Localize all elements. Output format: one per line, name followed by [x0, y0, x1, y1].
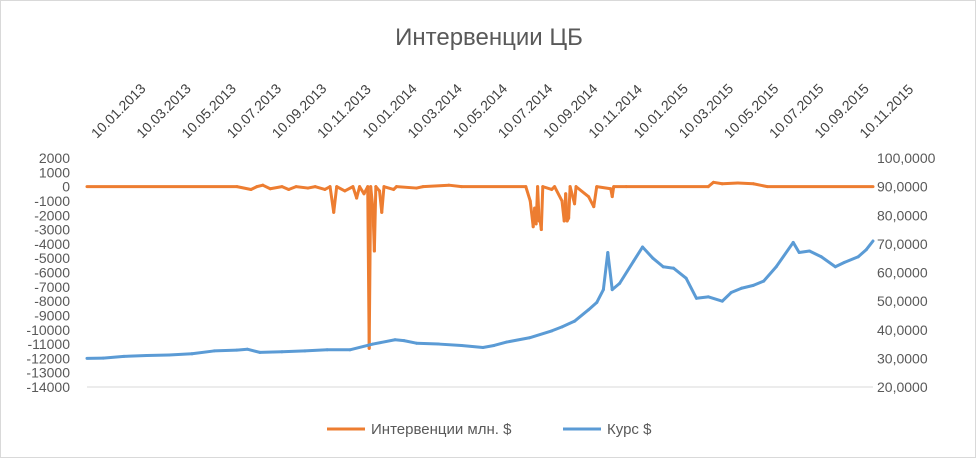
legend-label: Интервенции млн. $ — [371, 421, 512, 438]
rate-line-segment — [237, 349, 247, 350]
rate-line-segment — [793, 242, 799, 252]
rate-line-segment — [776, 242, 793, 266]
right-axis-tick-label: 30,0000 — [877, 350, 928, 366]
right-axis-tick-label: 20,0000 — [877, 379, 928, 395]
left-axis-tick-label: -14000 — [26, 379, 70, 395]
rate-line-segment — [169, 354, 192, 355]
date-axis: 10.01.201310.03.201310.05.201310.07.2013… — [87, 80, 916, 387]
right-axis-tick-label: 50,0000 — [877, 293, 928, 309]
rate-line-segment — [494, 342, 507, 345]
right-axis-tick-label: 70,0000 — [877, 236, 928, 252]
rate-line-segment — [305, 350, 327, 351]
rate-line-segment — [462, 345, 483, 347]
rate-line-segment — [686, 278, 696, 298]
legend-label: Курс $ — [607, 421, 652, 438]
rate-line-segment — [821, 257, 835, 267]
rate-line-segment — [439, 344, 462, 345]
right-axis-tick-label: 40,0000 — [877, 322, 928, 338]
rate-line-segment — [597, 290, 604, 303]
rate-line-segment — [663, 267, 673, 268]
series-layer — [87, 182, 873, 358]
rate-line-segment — [373, 340, 395, 344]
interventions-line-segment — [753, 184, 767, 187]
interventions-line-segment — [374, 187, 375, 251]
rate-line-segment — [844, 257, 858, 263]
rate-line-segment — [809, 251, 821, 257]
chart-title: Интервенции ЦБ — [395, 24, 583, 51]
rate-line-segment — [552, 327, 562, 331]
interventions-line-segment — [597, 187, 611, 189]
rate-line-segment — [866, 241, 873, 250]
interventions-line-segment — [423, 185, 449, 186]
interventions-line-segment — [315, 187, 325, 190]
rate-line-segment — [620, 261, 634, 283]
right-axis: 100,0000 90,0000 80,0000 70,0000 60,0000 50,0… — [877, 150, 936, 395]
rate-line-segment — [247, 349, 260, 352]
right-axis-tick-label: 100,0000 — [877, 150, 936, 166]
rate-line-segment — [608, 252, 612, 289]
interventions-line-segment — [237, 187, 251, 190]
rate-line-segment — [764, 267, 777, 281]
series-interventions — [87, 182, 873, 348]
interventions-line-segment — [526, 187, 530, 201]
rate-line-segment — [562, 321, 575, 327]
interventions-line-segment — [449, 185, 462, 186]
rate-line-segment — [282, 351, 305, 352]
interventions-line-segment — [296, 187, 308, 188]
interventions-line-segment — [612, 187, 613, 197]
rate-line-segment — [404, 341, 417, 344]
rate-line-segment — [722, 293, 731, 302]
interventions-line-segment — [576, 187, 589, 197]
left-axis: 200010000-1000-2000-3000-4000-5000-6000-… — [26, 150, 70, 395]
interventions-line-segment — [541, 187, 542, 230]
rate-line-segment — [214, 350, 237, 351]
interventions-line-segment — [738, 183, 754, 184]
interventions-line-segment — [334, 187, 337, 213]
rate-line-segment — [643, 247, 653, 258]
rate-line-segment — [634, 247, 643, 261]
rate-line-segment — [589, 303, 597, 310]
interventions-line-segment — [722, 183, 738, 184]
legend: Интервенции млн. $ Курс $ — [327, 421, 652, 438]
interventions-line-segment — [594, 187, 597, 207]
interventions-line-segment — [384, 187, 394, 190]
interventions-line-segment — [397, 187, 417, 188]
rate-line-segment — [507, 338, 530, 342]
rate-line-segment — [483, 345, 494, 347]
interventions-line-segment — [270, 187, 282, 189]
rate-line-segment — [103, 356, 124, 358]
rate-line-segment — [858, 250, 866, 257]
interventions-line-segment — [575, 187, 576, 204]
rate-line-segment — [192, 351, 214, 354]
right-axis-tick-label: 80,0000 — [877, 207, 928, 223]
interventions-line-segment — [555, 187, 562, 201]
rate-line-segment — [753, 281, 763, 285]
right-axis-tick-label: 60,0000 — [877, 265, 928, 281]
rate-line-segment — [124, 356, 147, 357]
rate-line-segment — [529, 331, 551, 338]
rate-line-segment — [696, 297, 708, 298]
interventions-line-segment — [382, 187, 384, 213]
series-rate — [87, 241, 873, 358]
rate-line-segment — [416, 343, 438, 344]
rate-line-segment — [799, 251, 809, 252]
interventions-line-segment — [369, 187, 370, 349]
rate-line-segment — [147, 355, 169, 356]
interventions-line-segment — [566, 194, 567, 221]
rate-line-segment — [674, 268, 687, 278]
rate-line-segment — [260, 352, 282, 353]
interventions-line-segment — [538, 187, 539, 221]
right-axis-tick-label: 90,0000 — [877, 179, 928, 195]
rate-line-segment — [708, 297, 722, 301]
rate-line-segment — [653, 258, 663, 267]
rate-line-segment — [742, 285, 754, 288]
rate-line-segment — [575, 310, 589, 321]
rate-line-segment — [731, 288, 741, 292]
